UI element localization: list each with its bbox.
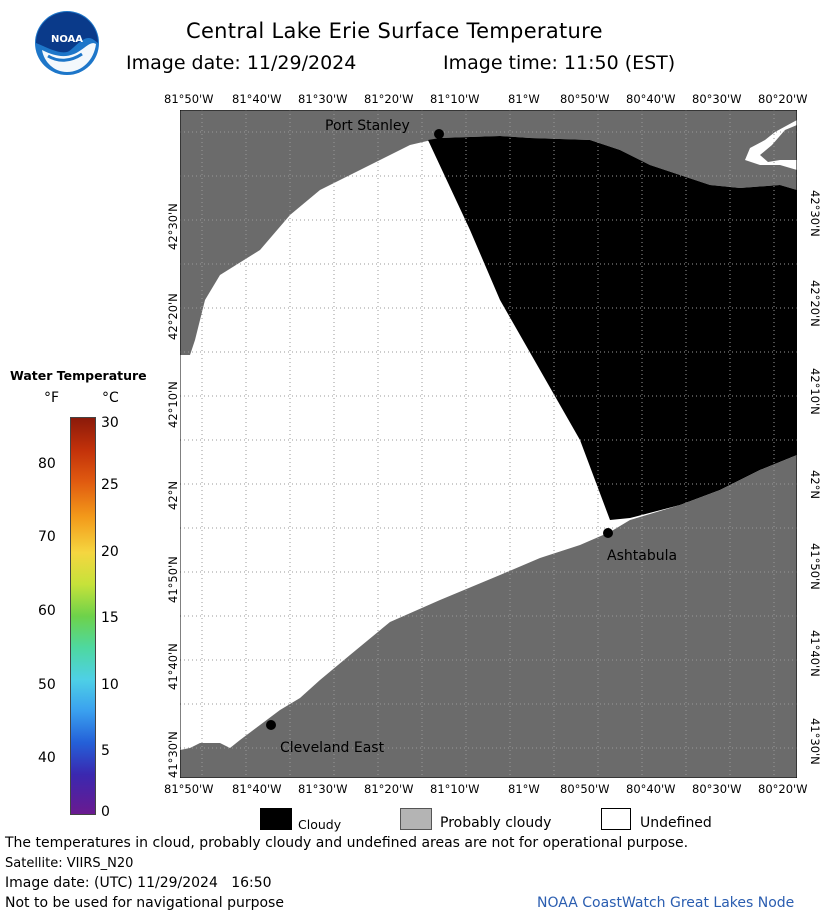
lat-label: 42°N: [166, 481, 180, 510]
image-time: Image time: 11:50 (EST): [443, 52, 676, 74]
lat-label: 42°30'N: [166, 203, 180, 250]
temperature-colorbar: [70, 417, 96, 815]
graticule: [180, 110, 797, 778]
lat-label: 42°20'N: [166, 293, 180, 340]
lon-label: 81°40'W: [232, 92, 282, 106]
lat-label: 42°20'N: [808, 280, 822, 327]
noaa-logo: NOAA: [34, 10, 100, 76]
lon-label: 80°40'W: [626, 92, 676, 106]
lon-label: 81°10'W: [430, 782, 480, 796]
legend-title: Water Temperature: [10, 368, 147, 383]
lon-label: 81°30'W: [298, 782, 348, 796]
lon-label: 81°40'W: [232, 782, 282, 796]
navigation-warning: Not to be used for navigational purpose: [5, 895, 284, 911]
lon-label: 80°50'W: [560, 782, 610, 796]
lon-label: 81°20'W: [364, 782, 414, 796]
north-shore-land: [180, 110, 797, 355]
lat-label: 41°30'N: [808, 718, 822, 765]
c-tick: 20: [101, 544, 119, 560]
celsius-unit: °C: [102, 390, 119, 406]
c-tick: 10: [101, 677, 119, 693]
cleveland-east-marker: [266, 720, 276, 730]
f-tick: 60: [38, 603, 56, 619]
lon-label: 81°30'W: [298, 92, 348, 106]
lat-label: 42°30'N: [808, 190, 822, 237]
f-tick: 70: [38, 529, 56, 545]
undefined-label: Undefined: [640, 815, 712, 831]
lon-label: 80°20'W: [758, 92, 808, 106]
cloud-area: [428, 136, 797, 520]
lon-label: 81°10'W: [430, 92, 480, 106]
page-title: Central Lake Erie Surface Temperature: [186, 19, 603, 43]
undefined-swatch: [601, 808, 631, 830]
lon-label: 80°30'W: [692, 92, 742, 106]
lon-label: 81°W: [508, 92, 540, 106]
f-tick: 80: [38, 456, 56, 472]
c-tick: 0: [101, 804, 110, 820]
c-tick: 5: [101, 743, 110, 759]
f-tick: 50: [38, 677, 56, 693]
lat-label: 42°N: [808, 470, 822, 499]
lat-label: 42°10'N: [808, 368, 822, 415]
port-stanley-label: Port Stanley: [325, 118, 410, 134]
lon-label: 80°40'W: [626, 782, 676, 796]
warning-text: The temperatures in cloud, probably clou…: [5, 835, 689, 851]
lat-label: 41°40'N: [166, 643, 180, 690]
probably-cloudy-label: Probably cloudy: [440, 815, 552, 831]
lon-label: 81°W: [508, 782, 540, 796]
c-tick: 15: [101, 610, 119, 626]
cloudy-swatch: [260, 808, 292, 830]
credit-text: NOAA CoastWatch Great Lakes Node: [537, 895, 795, 911]
lon-label: 80°30'W: [692, 782, 742, 796]
cloudy-label: Cloudy: [298, 817, 342, 832]
lat-label: 41°30'N: [166, 731, 180, 778]
f-tick: 40: [38, 750, 56, 766]
port-stanley-marker: [434, 129, 444, 139]
cleveland-east-label: Cleveland East: [280, 740, 385, 756]
lake-erie-map: [180, 110, 797, 778]
probably-cloudy-swatch: [400, 808, 432, 830]
c-tick: 25: [101, 477, 119, 493]
ne-land-patch: [760, 125, 797, 162]
c-tick: 30: [101, 415, 119, 431]
utc-date-text: Image date: (UTC) 11/29/2024 16:50: [5, 875, 272, 891]
lat-label: 42°10'N: [166, 381, 180, 428]
logo-text: NOAA: [51, 34, 83, 45]
lat-label: 41°50'N: [808, 543, 822, 590]
lon-label: 81°50'W: [164, 782, 214, 796]
satellite-text: Satellite: VIIRS_N20: [5, 856, 134, 871]
lat-label: 41°40'N: [808, 630, 822, 677]
lon-label: 81°50'W: [164, 92, 214, 106]
lon-label: 80°20'W: [758, 782, 808, 796]
image-date: Image date: 11/29/2024: [126, 52, 357, 74]
lon-label: 81°20'W: [364, 92, 414, 106]
ashtabula-marker: [603, 528, 613, 538]
ashtabula-label: Ashtabula: [607, 548, 678, 564]
lon-label: 80°50'W: [560, 92, 610, 106]
lat-label: 41°50'N: [166, 556, 180, 603]
fahrenheit-unit: °F: [44, 390, 60, 406]
